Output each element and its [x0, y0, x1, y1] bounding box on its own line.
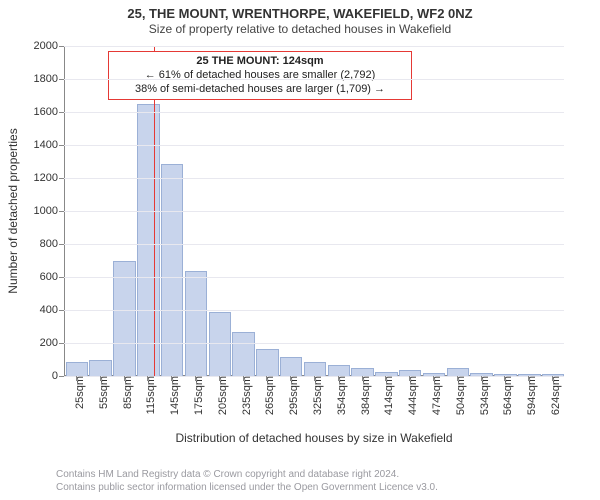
x-tick-label: 115sqm: [137, 376, 157, 414]
x-tick-label: 624sqm: [542, 376, 562, 415]
y-tick-label: 2000: [34, 40, 64, 52]
gridline: [64, 310, 564, 311]
bar: [161, 164, 183, 376]
bar: [89, 360, 111, 376]
page-title: 25, THE MOUNT, WRENTHORPE, WAKEFIELD, WF…: [0, 0, 600, 22]
gridline: [64, 112, 564, 113]
y-tick-label: 1800: [34, 73, 64, 85]
bar: [351, 368, 373, 376]
x-tick-label: 205sqm: [209, 376, 229, 415]
gridline: [64, 244, 564, 245]
x-tick-label: 25sqm: [66, 376, 86, 409]
y-tick-label: 200: [40, 337, 64, 349]
x-tick-label: 564sqm: [494, 376, 514, 415]
y-tick-label: 400: [40, 304, 64, 316]
annotation-line-3: 38% of semi-detached houses are larger (…: [115, 83, 405, 97]
gridline: [64, 178, 564, 179]
x-tick-label: 594sqm: [518, 376, 538, 415]
bar: [209, 312, 231, 376]
bar: [66, 362, 88, 376]
y-tick-label: 0: [52, 370, 64, 382]
x-tick-label: 504sqm: [447, 376, 467, 415]
x-tick-label: 354sqm: [328, 376, 348, 415]
y-tick-label: 1200: [34, 172, 64, 184]
y-tick-label: 1400: [34, 139, 64, 151]
bar: [280, 357, 302, 376]
chart-plot-area: Number of detached properties 25 THE MOU…: [64, 46, 564, 376]
x-tick-label: 414sqm: [375, 376, 395, 415]
bar: [256, 349, 278, 376]
gridline: [64, 343, 564, 344]
x-tick-label: 175sqm: [185, 376, 205, 415]
x-tick-label: 444sqm: [399, 376, 419, 415]
footer-line-1: Contains HM Land Registry data © Crown c…: [56, 469, 600, 482]
bar: [328, 365, 350, 376]
x-tick-label: 145sqm: [161, 376, 181, 415]
bar: [113, 261, 135, 376]
x-tick-label: 325sqm: [304, 376, 324, 415]
annotation-line-2: ← 61% of detached houses are smaller (2,…: [115, 69, 405, 83]
x-tick-label: 235sqm: [233, 376, 253, 415]
page-subtitle: Size of property relative to detached ho…: [0, 22, 600, 36]
x-tick-label: 474sqm: [423, 376, 443, 415]
annotation-box: 25 THE MOUNT: 124sqm ← 61% of detached h…: [108, 51, 412, 100]
y-tick-label: 600: [40, 271, 64, 283]
x-tick-label: 384sqm: [352, 376, 372, 415]
gridline: [64, 211, 564, 212]
y-tick-label: 1000: [34, 205, 64, 217]
x-tick-label: 534sqm: [471, 376, 491, 415]
bar: [232, 332, 254, 376]
x-tick-label: 85sqm: [114, 376, 134, 409]
bar: [185, 271, 207, 376]
bar: [304, 362, 326, 376]
gridline: [64, 145, 564, 146]
gridline: [64, 277, 564, 278]
y-tick-label: 800: [40, 238, 64, 250]
x-tick-label: 265sqm: [256, 376, 276, 415]
x-axis-label: Distribution of detached houses by size …: [64, 431, 564, 445]
x-tick-label: 295sqm: [280, 376, 300, 415]
gridline: [64, 46, 564, 47]
x-tick-label: 55sqm: [90, 376, 110, 409]
footer-line-2: Contains public sector information licen…: [56, 482, 600, 495]
footer-attribution: Contains HM Land Registry data © Crown c…: [0, 469, 600, 494]
gridline: [64, 79, 564, 80]
bar: [447, 368, 469, 376]
annotation-title: 25 THE MOUNT: 124sqm: [115, 55, 405, 69]
y-tick-label: 1600: [34, 106, 64, 118]
y-axis-label: Number of detached properties: [6, 128, 20, 293]
